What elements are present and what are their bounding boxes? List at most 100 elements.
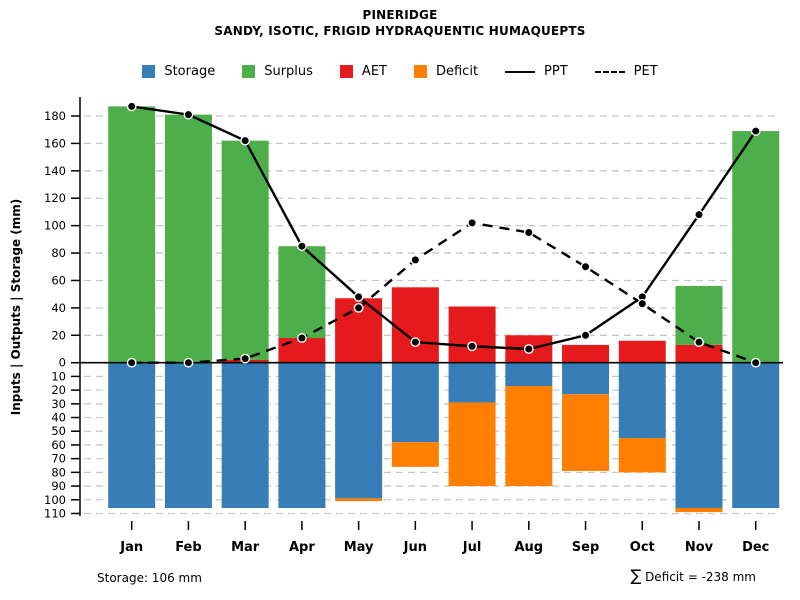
ppt-line-sample-icon [505,70,536,73]
storage-bar-Feb [164,362,212,508]
legend-label-deficit: Deficit [435,64,479,79]
ppt-point-Feb [183,109,194,120]
x-tick-label-Feb: Feb [175,540,201,555]
deficit-bar-May [335,498,383,502]
legend-label-storage: Storage [164,64,216,79]
storage-bar-Mar [221,362,269,508]
chart-header: PINERIDGE SANDY, ISOTIC, FRIGID HYDRAQUE… [0,8,800,38]
storage-bar-Aug [505,362,553,387]
storage-bar-Nov [675,362,723,508]
legend-item-surplus: Surplus [242,64,313,79]
ppt-point-Dec [750,126,761,136]
x-axis: Jan Feb Mar Apr May Jun Jul Aug Sep Oct Nov Dec [119,521,769,555]
chart-title: PINERIDGE [362,8,438,22]
y-axis: 0204060801001201401601801020304050607080… [44,97,81,520]
y-tick-label: 10 [51,369,66,383]
storage-bar-May [335,362,383,499]
pet-point-Apr [296,333,307,343]
pet-point-Mar [240,353,251,364]
surplus-bar-Mar [221,140,269,360]
x-tick-label-Aug: Aug [514,540,543,555]
storage-bar-Jun [391,362,439,443]
ppt-line [131,105,757,351]
aet-bar-Jun [391,287,439,363]
deficit-bar-Jun [391,442,439,467]
legend-item-storage: Storage [142,64,215,79]
aet-bar-Nov [675,344,723,363]
pet-line [131,221,757,364]
ppt-point-Aug [523,344,534,354]
y-tick-label: 100 [44,219,66,233]
y-tick-label: 40 [51,301,66,315]
legend-label-ppt: PPT [544,64,568,79]
surplus-swatch-icon [242,65,256,78]
legend-label-pet: PET [633,64,658,79]
y-tick-label: 160 [44,136,66,150]
chart-subtitle: SANDY, ISOTIC, FRIGID HYDRAQUENTIC HUMAQ… [214,24,586,38]
pet-point-Jul [467,217,477,228]
deficit-sum-annotation: ∑ Deficit = -238 mm [630,566,756,585]
y-tick-label: 110 [44,506,66,520]
aet-bar-Jul [448,306,496,363]
storage-swatch-icon [142,65,156,78]
storage-bar-Oct [618,362,666,439]
legend-label-aet: AET [361,64,387,79]
deficit-swatch-icon [413,65,427,78]
y-tick-label: 80 [51,246,66,260]
pet-point-Oct [637,298,648,309]
x-tick-label-Oct: Oct [630,540,655,555]
y-tick-label: 140 [44,164,66,178]
deficit-bar-Oct [618,438,666,473]
storage-bar-Dec [732,362,780,508]
ppt-point-Apr [296,241,307,252]
y-tick-label: 80 [51,465,66,479]
x-tick-label-Jul: Jul [462,540,482,555]
deficit-bar-Nov [675,507,723,513]
surplus-bar-Dec [732,131,780,363]
y-tick-label: 120 [44,191,66,205]
pet-point-Dec [750,357,761,368]
y-tick-label: 60 [51,273,66,287]
x-tick-label-Sep: Sep [572,540,600,555]
legend-label-surplus: Surplus [264,64,313,79]
pet-point-Feb [183,357,194,368]
deficit-bar-Sep [562,394,610,471]
storage-annotation: Storage: 106 mm [97,571,202,585]
y-tick-label: 0 [59,356,66,370]
pet-point-Nov [694,337,704,348]
pet-point-Aug [523,227,534,238]
ppt-point-Jan [126,101,137,112]
y-tick-label: 70 [51,452,66,466]
y-tick-label: 100 [44,493,66,507]
x-tick-label-Dec: Dec [742,540,769,555]
bar-series [108,106,780,513]
x-tick-label-Jun: Jun [403,540,427,555]
y-tick-label: 20 [51,328,66,342]
chart-legend: Storage Surplus AET Deficit PPT PET [0,64,800,79]
legend-item-pet: PET [594,64,658,79]
x-tick-label-Jan: Jan [119,540,143,555]
y-tick-label: 180 [44,109,66,123]
surplus-bar-Jan [108,106,156,363]
y-tick-label: 40 [51,411,66,425]
y-axis-title: Inputs | Outputs | Storage (mm) [9,199,23,416]
y-tick-label: 60 [51,438,66,452]
storage-bar-Jul [448,362,496,403]
x-tick-label-May: May [344,540,374,555]
aet-bar-Oct [618,340,666,363]
pet-point-Sep [580,261,591,272]
pet-line-sample-icon [594,70,625,73]
deficit-bar-Aug [505,386,553,487]
y-tick-label: 30 [51,397,66,411]
aet-swatch-icon [339,65,353,78]
pet-point-May [353,302,364,313]
storage-bar-Jan [108,362,156,508]
x-tick-label-Nov: Nov [685,540,714,555]
surplus-bar-Feb [164,114,212,363]
deficit-bar-Jul [448,402,496,487]
legend-item-deficit: Deficit [413,64,479,79]
pet-point-Jan [126,357,137,368]
y-tick-label: 90 [51,479,66,493]
ppt-point-Jul [467,341,477,352]
